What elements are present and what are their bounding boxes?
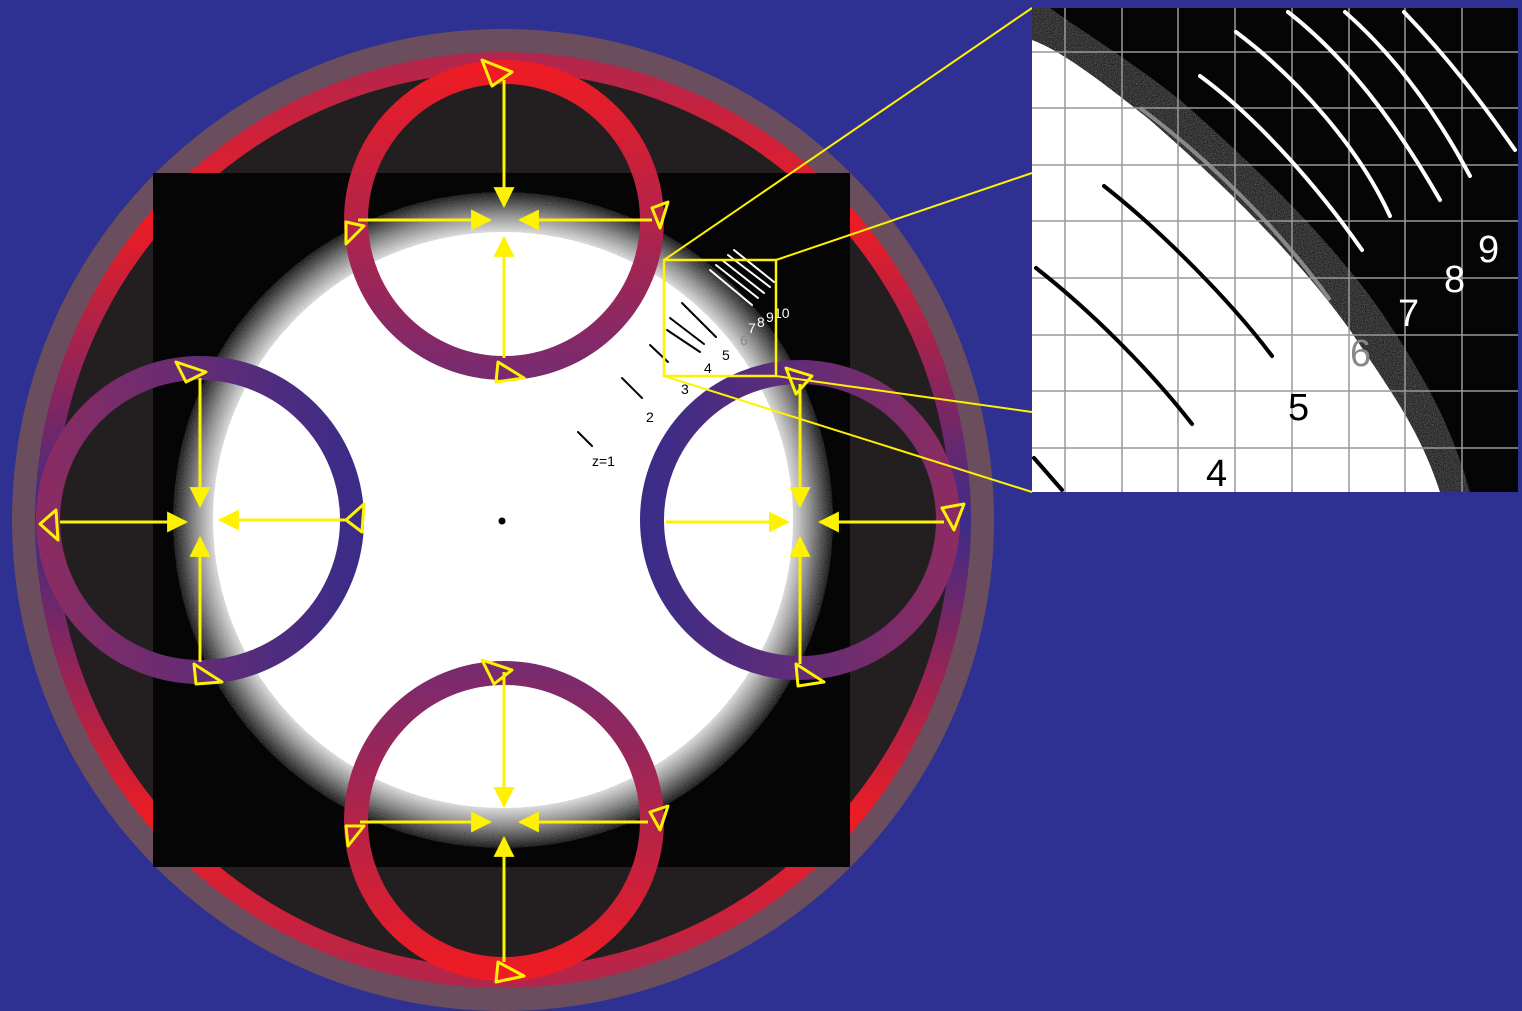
inset-noise-band bbox=[1032, 8, 1470, 492]
yellow-arrows bbox=[60, 80, 944, 962]
label-z6: 6 bbox=[740, 332, 748, 348]
label-z2: 2 bbox=[646, 409, 654, 425]
perspective-eye-icon bbox=[940, 502, 966, 532]
inset-label-8: 8 bbox=[1444, 259, 1465, 301]
perspective-eye-icon bbox=[480, 58, 514, 88]
perspective-eye-icon bbox=[344, 220, 366, 246]
perspective-eye-icon bbox=[344, 502, 366, 534]
inset-tracks-white bbox=[1198, 10, 1517, 252]
inset-tracks-black bbox=[1032, 184, 1274, 492]
perspective-eye-icon bbox=[480, 658, 514, 686]
perspective-eye-icon bbox=[174, 360, 208, 384]
perspective-eye-icon bbox=[784, 366, 814, 396]
label-z7: 7 bbox=[748, 320, 756, 336]
label-z5: 5 bbox=[722, 347, 730, 363]
zoom-connectors bbox=[663, 7, 1033, 493]
perspective-eye-icons bbox=[38, 58, 966, 984]
perspective-eye-icon bbox=[494, 360, 526, 384]
perspective-eye-icon bbox=[494, 960, 526, 984]
inset-panel: 4 5 6 7 8 9 bbox=[1032, 8, 1518, 495]
label-z4: 4 bbox=[704, 360, 712, 376]
inset-label-5: 5 bbox=[1288, 387, 1309, 429]
label-z8: 8 bbox=[757, 314, 765, 330]
inset-labels: 4 5 6 7 8 9 bbox=[1206, 229, 1499, 495]
ring-left bbox=[36, 356, 364, 684]
label-z10: 10 bbox=[774, 305, 790, 321]
perspective-eye-icon bbox=[38, 508, 60, 542]
inset-grid bbox=[1032, 8, 1518, 492]
perspective-eye-icon bbox=[192, 662, 224, 686]
inset-label-6: 6 bbox=[1350, 333, 1371, 375]
inset-label-9: 9 bbox=[1478, 229, 1499, 271]
zoom-box bbox=[662, 258, 778, 378]
redshift-labels: z=1 2 3 4 5 6 7 8 9 10 bbox=[592, 305, 790, 469]
perspective-eye-icon bbox=[794, 662, 826, 688]
inset-boundary-line bbox=[1138, 106, 1332, 302]
perspective-eye-icon bbox=[650, 200, 670, 230]
label-z3: 3 bbox=[681, 381, 689, 397]
center-point bbox=[498, 517, 506, 525]
label-z9: 9 bbox=[766, 309, 774, 325]
perspective-eye-icon bbox=[344, 824, 366, 848]
inset-label-7: 7 bbox=[1398, 293, 1419, 335]
inset-label-4: 4 bbox=[1206, 453, 1227, 495]
label-z1: z=1 bbox=[592, 453, 615, 469]
perspective-eye-icon bbox=[648, 804, 670, 832]
